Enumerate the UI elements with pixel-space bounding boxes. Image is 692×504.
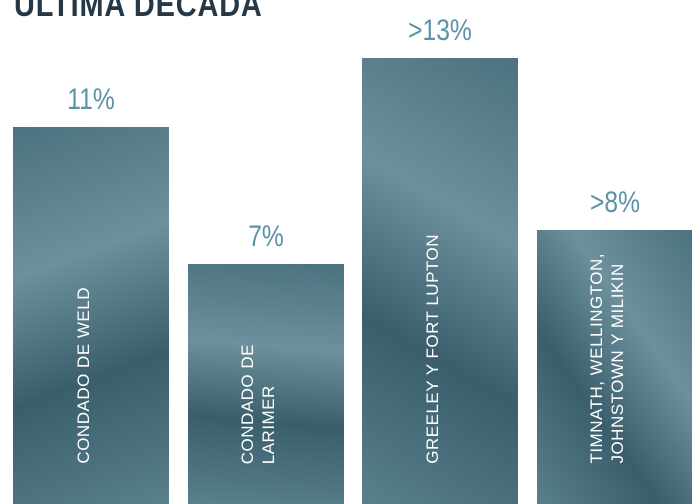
- category-label: CONDADO DE WELD: [73, 287, 93, 464]
- bar: [13, 126, 169, 504]
- value-label: 11%: [67, 82, 115, 116]
- bar: [536, 229, 692, 504]
- value-label: 7%: [247, 220, 284, 253]
- value-label: >8%: [589, 185, 640, 219]
- chart-title: ÚLTIMA DÉCADA: [14, 0, 263, 24]
- value-label: >13%: [408, 14, 472, 48]
- category-label: GREELEY Y FORT LUPTON: [422, 234, 442, 464]
- category-label: CONDADO DE LARIMER: [237, 343, 278, 464]
- bar: [187, 264, 344, 504]
- category-label: TIMNATH, WELLINGTON, JOHNSTOWN Y MILIKIN: [586, 253, 627, 464]
- bar: [362, 58, 518, 504]
